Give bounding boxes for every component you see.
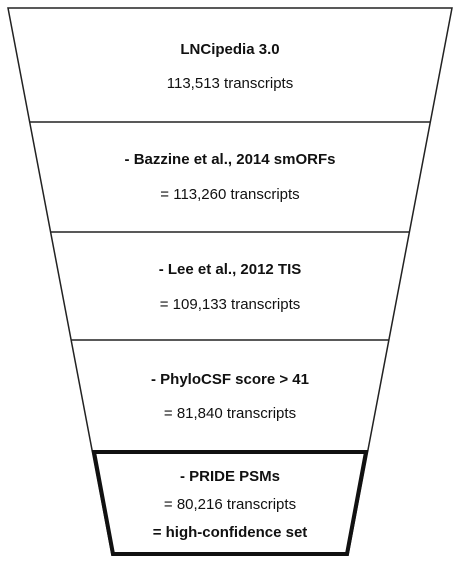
stage-count: = 109,133 transcripts xyxy=(160,296,301,313)
stage-count: = 81,840 transcripts xyxy=(164,405,296,422)
stage-title: - Lee et al., 2012 TIS xyxy=(159,261,302,278)
stage-title: - Bazzine et al., 2014 smORFs xyxy=(125,151,336,168)
stage-note: = high-confidence set xyxy=(153,524,308,541)
stage-title: - PRIDE PSMs xyxy=(180,468,280,485)
final-stage-box xyxy=(91,450,369,556)
stage-count: 113,513 transcripts xyxy=(167,75,293,92)
stage-count: = 113,260 transcripts xyxy=(160,186,299,203)
stage-title: LNCipedia 3.0 xyxy=(180,41,279,58)
stage-count: = 80,216 transcripts xyxy=(164,496,296,513)
stage-title: - PhyloCSF score > 41 xyxy=(151,371,309,388)
